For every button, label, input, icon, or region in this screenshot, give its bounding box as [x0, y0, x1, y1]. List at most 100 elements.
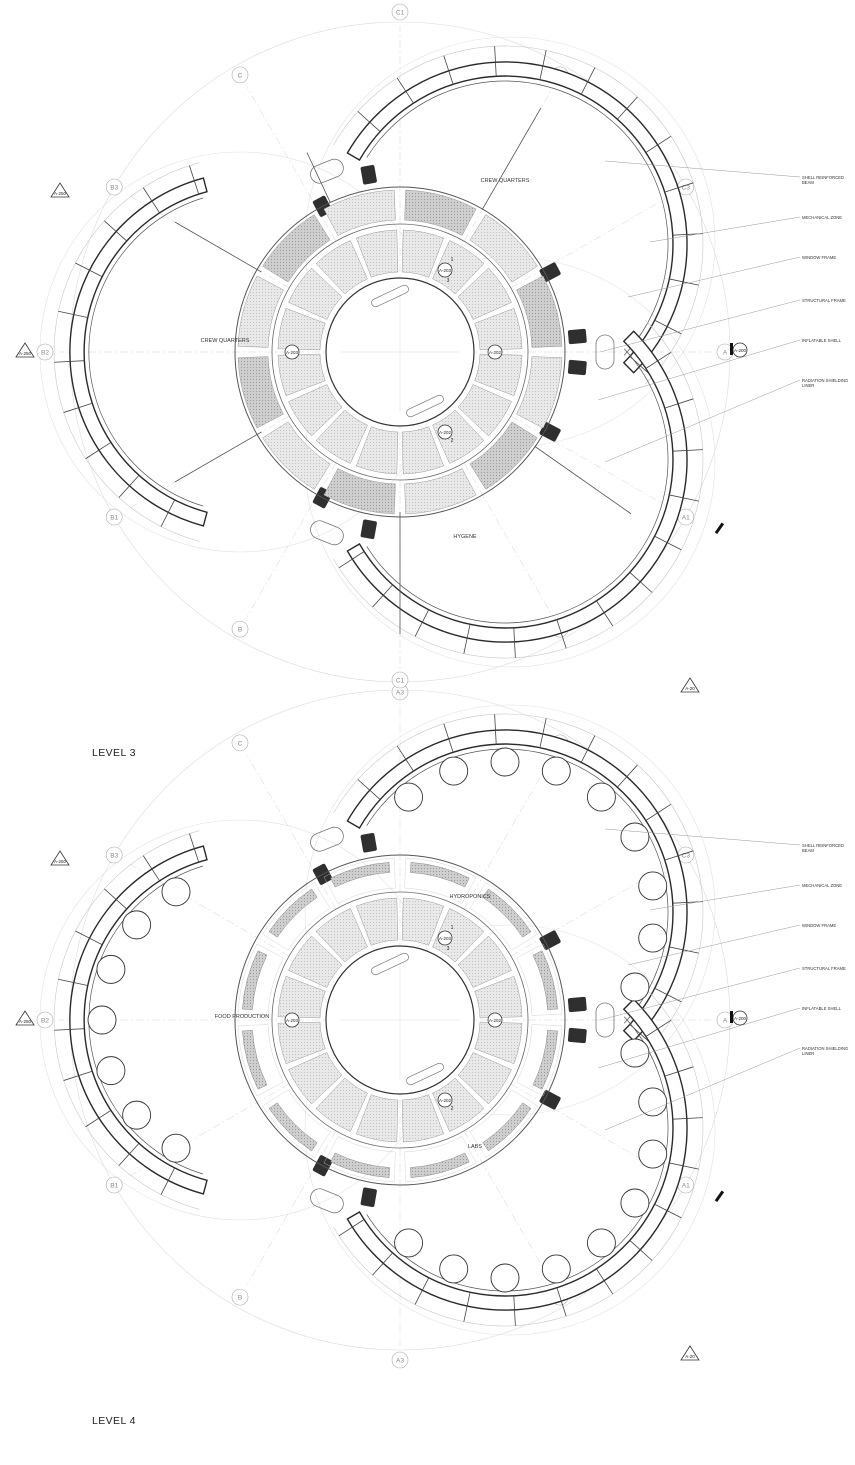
airlock-pocket — [310, 826, 344, 852]
grid-label: C3 — [682, 853, 691, 860]
beam-rib-c — [617, 96, 638, 120]
beam-rib-a — [596, 1268, 614, 1295]
inner-ring-cell — [277, 307, 326, 351]
core-middle-ring — [271, 891, 529, 1149]
beam-rib-a — [669, 1162, 699, 1170]
annotation-label: MECHANICAL ZONE — [802, 215, 842, 220]
annotation-leader — [604, 379, 801, 463]
inner-ring-cell — [288, 384, 343, 437]
inner-ring-cell — [277, 1021, 326, 1065]
window-frame-block — [567, 328, 587, 345]
outer-ring-cell — [323, 857, 396, 904]
section-callout-circle — [437, 1092, 453, 1108]
inner-ring-cell — [355, 897, 399, 946]
beam-rib-a — [513, 627, 516, 658]
inner-ring-cell — [457, 384, 512, 437]
hydroponic-tank — [122, 910, 152, 940]
section-tag-label: A-20 — [685, 686, 695, 691]
grid-bubble — [105, 178, 123, 196]
grid-label: A — [723, 350, 728, 357]
annotation-leader — [649, 884, 801, 911]
beam-rib-c — [443, 55, 454, 85]
section-callout-tag: A-203 — [439, 936, 452, 941]
beam-rib-a — [629, 1240, 653, 1261]
grow-bed-strip — [268, 888, 318, 938]
inner-ring-cell — [401, 897, 445, 946]
room-label-labs: LABS — [468, 1144, 482, 1150]
grid-bubble — [105, 508, 123, 526]
section-callout-tag: A-202 — [489, 350, 502, 355]
hydroponic-tank — [87, 1005, 117, 1035]
window-frame-block — [567, 359, 587, 376]
beam-rib-c — [396, 745, 414, 772]
section-tag-right-label: A-200 — [734, 348, 747, 353]
outer-ring-cell — [323, 189, 396, 236]
beam-rib-b — [160, 1167, 175, 1195]
section-tag-right-label: A-200 — [734, 1016, 747, 1021]
annotation-leader — [627, 924, 801, 966]
lobe-outer-line-b — [53, 830, 200, 1210]
beam-rib-b — [63, 402, 93, 413]
beam-rib-b — [104, 888, 127, 910]
window-frame-block — [539, 1090, 561, 1110]
section-callout-tag: A-203 — [286, 1018, 299, 1023]
shell-band-b — [69, 177, 208, 527]
window-frame-block — [539, 930, 561, 950]
grid-bubble — [231, 1288, 249, 1306]
inner-ring-cell — [457, 267, 512, 320]
beam-rib-c — [664, 182, 694, 193]
grow-bed-strip — [482, 1102, 532, 1152]
grid-bubble — [105, 1176, 123, 1194]
section-callout-circle — [437, 262, 453, 278]
core-outer-ring — [234, 854, 566, 1186]
inner-ring-cell — [288, 935, 343, 988]
beam-rib-c — [580, 67, 596, 95]
annotation-leader — [604, 160, 801, 178]
inner-ring-cell — [401, 1094, 445, 1143]
beam-rib-c — [357, 111, 381, 132]
beam-rib-a — [645, 351, 672, 369]
beam-rib-c — [669, 946, 699, 954]
inner-ring-cell — [315, 1077, 368, 1132]
outer-ring-cell — [237, 1024, 284, 1097]
grid-bubble — [36, 343, 54, 361]
section-cut-mark — [714, 1190, 725, 1203]
room-divider — [306, 152, 331, 203]
beam-rib-a — [463, 1292, 471, 1322]
annotation-label: STRUCTURAL FRAME — [802, 298, 846, 303]
grid-label: C1 — [396, 678, 405, 685]
annotation-leader — [597, 1007, 801, 1069]
hydroponic-tank — [638, 923, 668, 953]
room-divider — [174, 221, 262, 273]
section-tag-label: A-250 — [19, 351, 32, 356]
annotation-label: RADIATION SHIELDING — [802, 378, 848, 383]
grid-bubble — [391, 671, 409, 689]
section-tag-marker — [680, 677, 700, 693]
grid-label: B2 — [41, 350, 49, 357]
hydroponic-tank — [490, 747, 520, 777]
liner-b — [88, 197, 204, 507]
annotation-leader — [627, 256, 801, 298]
room-divider — [174, 431, 262, 483]
inner-ring-cell — [432, 409, 485, 464]
hydroponic-tank — [638, 871, 668, 901]
core-ladder — [406, 1062, 444, 1086]
grow-bed-strip — [532, 950, 558, 1010]
grow-bed-strip — [268, 1102, 318, 1152]
grid-label: C3 — [682, 185, 691, 192]
airlock-pocket — [310, 158, 344, 184]
inner-ring-cell — [277, 975, 326, 1019]
hydroponic-tank — [541, 756, 571, 786]
inner-ring-cell — [474, 353, 523, 397]
beam-rib-b — [189, 833, 200, 863]
beam-rib-a — [654, 535, 682, 551]
beam-rib-a — [372, 584, 393, 608]
beam-rib-c — [654, 319, 682, 335]
outer-ring-cell — [323, 1136, 396, 1183]
section-callout-circle — [437, 424, 453, 440]
outer-ring-cell — [516, 275, 563, 348]
grid-label: B3 — [110, 185, 118, 192]
section-callout-circle — [487, 1012, 503, 1028]
grid-label: A3 — [396, 1358, 404, 1365]
beam-rib-a — [596, 600, 614, 627]
